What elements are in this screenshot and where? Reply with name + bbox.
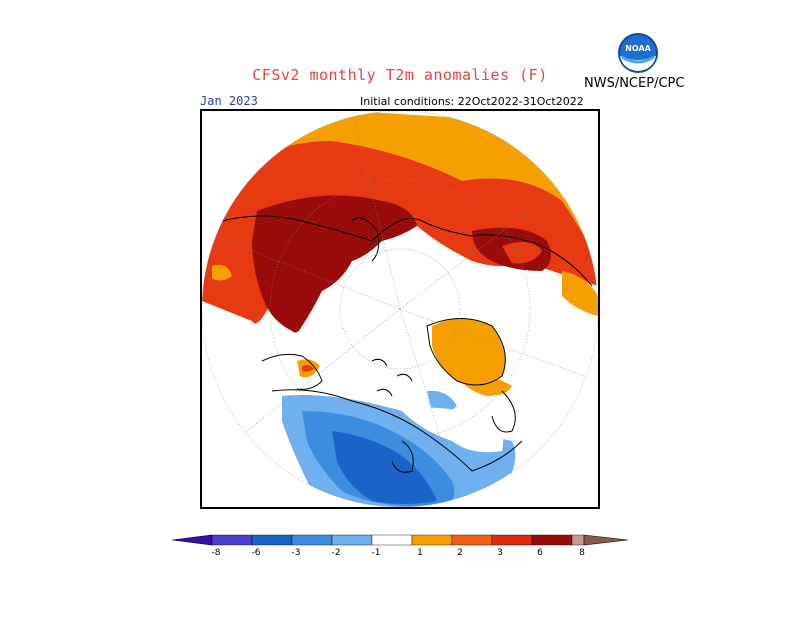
colorbar-label: 2 (457, 548, 463, 558)
coastline-hudson (391, 440, 414, 473)
initial-conditions: Initial conditions: 22Oct2022-31Oct2022 (360, 95, 584, 108)
colorbar-swatch (491, 534, 533, 546)
logo-text: NOAA (625, 44, 651, 53)
colorbar-arrow-low (172, 534, 213, 546)
colorbar-swatch (251, 534, 293, 546)
noaa-logo-icon: NOAA (618, 33, 658, 73)
colorbar-swatch (331, 534, 373, 546)
colorbar-swatch (531, 534, 573, 546)
coastline-islands (371, 358, 413, 397)
colorbar-swatch (451, 534, 493, 546)
colorbar-label: 3 (497, 548, 503, 558)
colorbar-swatch (371, 534, 413, 546)
colorbar-labels: -8 -6 -3 -2 -1 1 2 3 6 8 (0, 548, 800, 562)
coastline-eurasia (221, 215, 593, 287)
colorbar-arrow-high (583, 534, 628, 546)
colorbar-swatch (411, 534, 453, 546)
coastline-north-america (271, 389, 523, 472)
anomaly-region-red (202, 141, 598, 324)
forecast-month: Jan 2023 (200, 94, 258, 108)
anomaly-region-darkblue (332, 431, 437, 504)
coastline-scandinavia (351, 217, 380, 262)
colorbar-label: -8 (211, 548, 221, 558)
colorbar-swatch (291, 534, 333, 546)
colorbar-label: 6 (537, 548, 543, 558)
colorbar (172, 534, 628, 546)
colorbar-label: -6 (251, 548, 261, 558)
anomaly-region-orange-arctic (432, 318, 506, 385)
colorbar-label: -2 (331, 548, 341, 558)
polar-map (200, 109, 600, 509)
colorbar-swatch (571, 534, 585, 546)
coastline-greenland (426, 318, 506, 386)
coastline-alaska (261, 353, 323, 390)
colorbar-label: 1 (417, 548, 423, 558)
colorbar-label: 8 (579, 548, 585, 558)
chart-title: CFSv2 monthly T2m anomalies (F) (252, 66, 548, 84)
anomaly-map-svg (202, 111, 598, 507)
colorbar-label: -1 (371, 548, 381, 558)
colorbar-swatch (211, 534, 253, 546)
org-label: NWS/NCEP/CPC (584, 76, 685, 91)
colorbar-label: -3 (291, 548, 301, 558)
